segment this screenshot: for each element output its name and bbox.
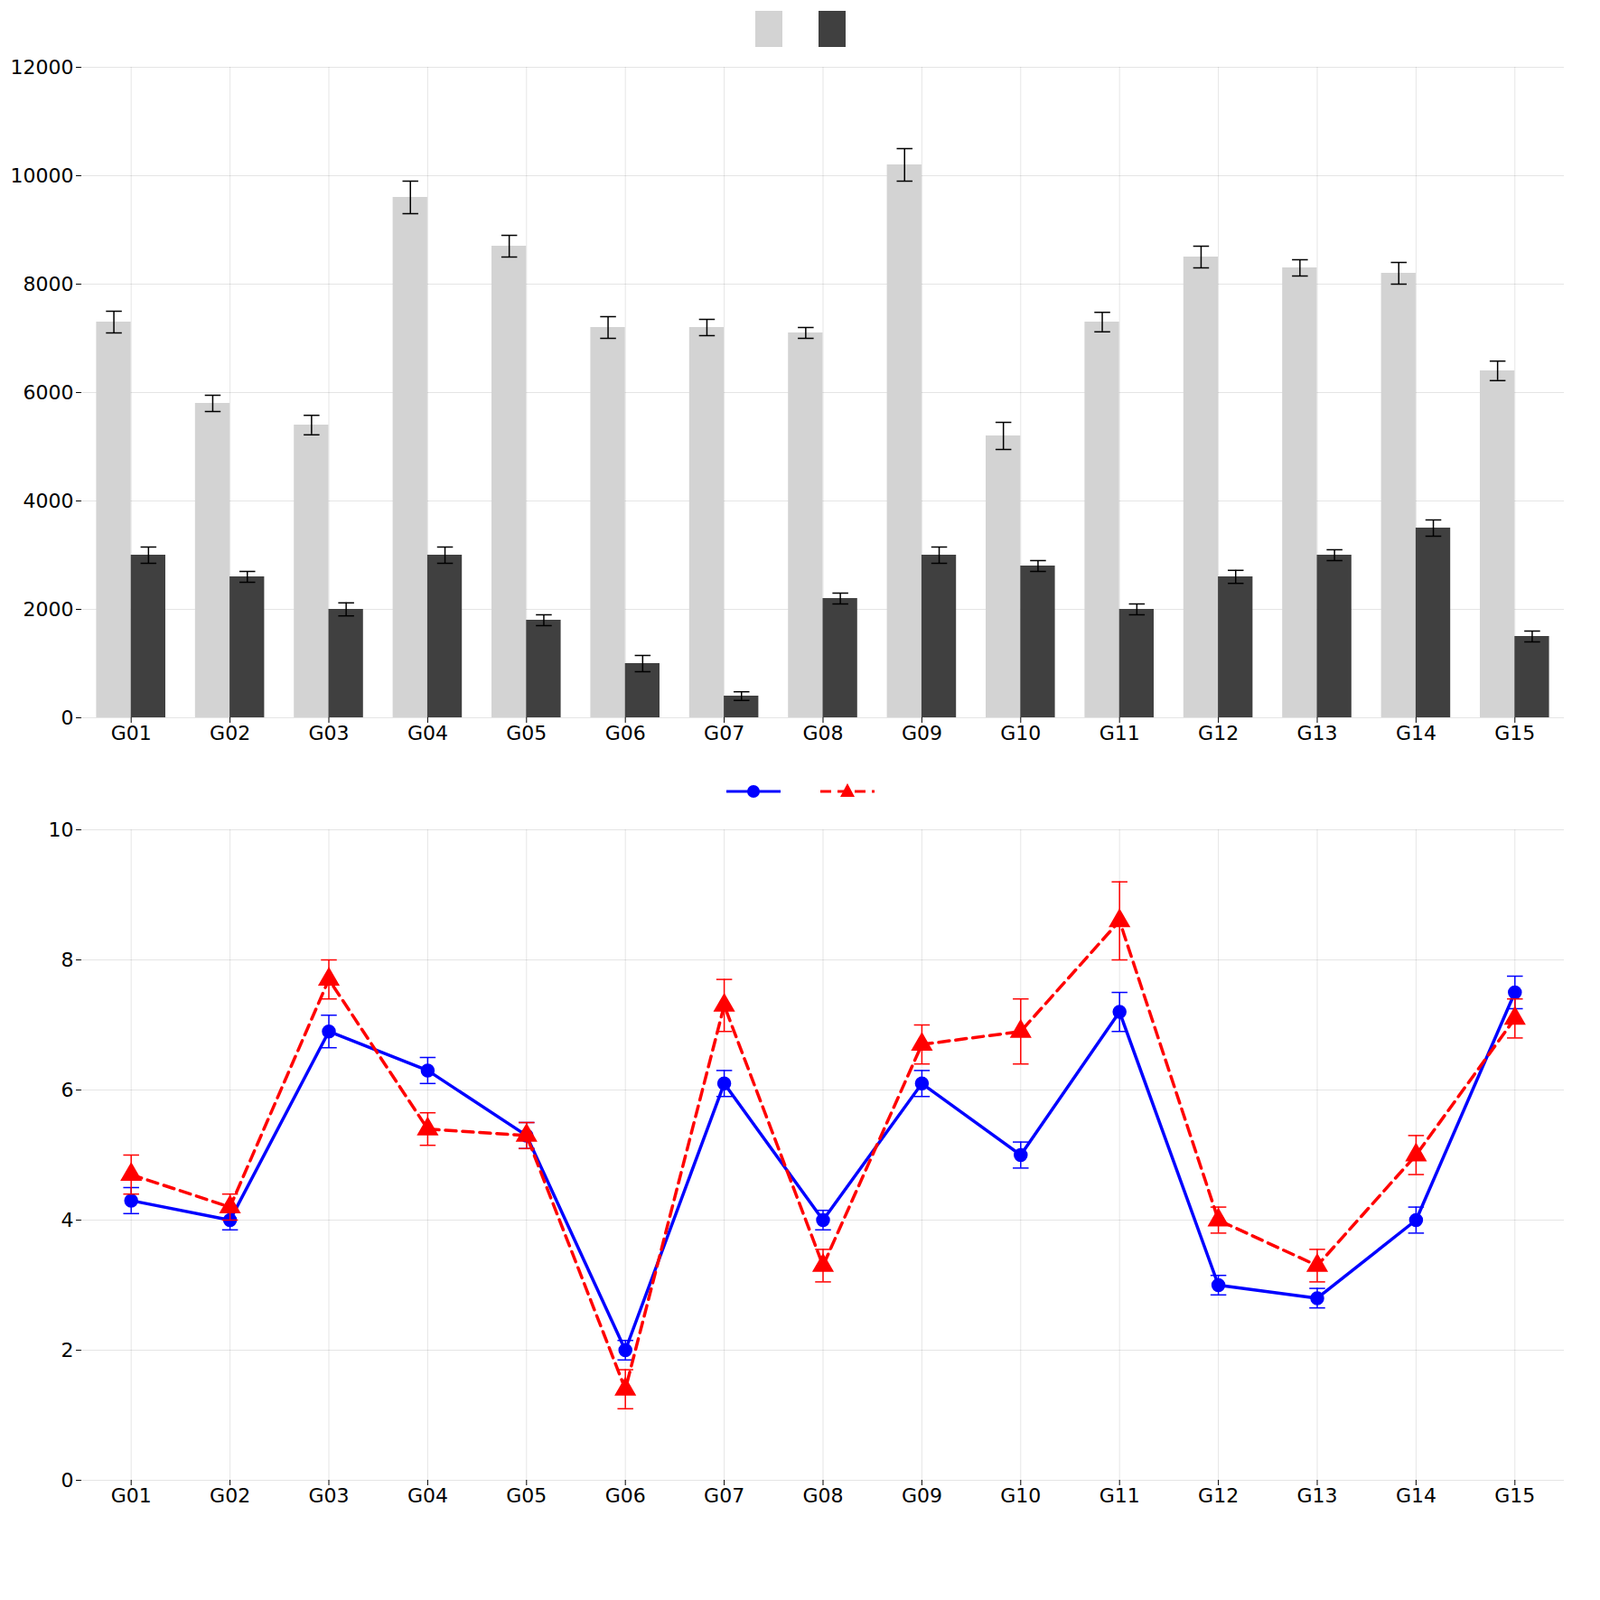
svg-text:G13: G13 <box>1296 1484 1338 1507</box>
svg-text:G14: G14 <box>1395 721 1437 745</box>
svg-text:12000: 12000 <box>10 56 75 79</box>
svg-text:G10: G10 <box>1000 1484 1041 1507</box>
svg-text:G13: G13 <box>1296 721 1338 745</box>
svg-text:G02: G02 <box>209 721 251 745</box>
svg-text:G11: G11 <box>1099 721 1141 745</box>
svg-text:G05: G05 <box>505 1484 547 1507</box>
svg-text:8000: 8000 <box>23 272 75 296</box>
svg-text:4: 4 <box>61 1208 75 1232</box>
svg-text:G09: G09 <box>901 721 943 745</box>
svg-text:G14: G14 <box>1395 1484 1437 1507</box>
svg-text:10000: 10000 <box>10 164 75 188</box>
svg-text:2000: 2000 <box>23 598 75 621</box>
svg-text:G12: G12 <box>1197 721 1239 745</box>
svg-text:G03: G03 <box>308 721 349 745</box>
svg-text:G09: G09 <box>901 1484 943 1507</box>
svg-text:8: 8 <box>61 948 75 972</box>
svg-text:G06: G06 <box>605 721 646 745</box>
svg-text:G05: G05 <box>505 721 547 745</box>
svg-text:G04: G04 <box>407 721 449 745</box>
svg-text:G04: G04 <box>407 1484 449 1507</box>
svg-text:10: 10 <box>48 818 75 842</box>
svg-text:G11: G11 <box>1099 1484 1141 1507</box>
svg-text:0: 0 <box>61 706 75 730</box>
svg-text:G01: G01 <box>111 1484 152 1507</box>
svg-text:G08: G08 <box>802 721 843 745</box>
svg-text:2: 2 <box>61 1338 75 1362</box>
svg-text:0: 0 <box>61 1469 75 1492</box>
svg-text:G03: G03 <box>308 1484 349 1507</box>
svg-text:G12: G12 <box>1197 1484 1239 1507</box>
svg-text:G02: G02 <box>209 1484 251 1507</box>
svg-text:6000: 6000 <box>23 381 75 404</box>
svg-text:4000: 4000 <box>23 489 75 513</box>
svg-text:G10: G10 <box>1000 721 1041 745</box>
svg-text:G08: G08 <box>802 1484 843 1507</box>
svg-text:G15: G15 <box>1494 1484 1535 1507</box>
svg-text:6: 6 <box>61 1078 75 1102</box>
svg-text:G01: G01 <box>111 721 152 745</box>
svg-text:G06: G06 <box>605 1484 646 1507</box>
svg-text:G15: G15 <box>1494 721 1535 745</box>
svg-text:G07: G07 <box>703 1484 745 1507</box>
svg-text:G07: G07 <box>703 721 745 745</box>
